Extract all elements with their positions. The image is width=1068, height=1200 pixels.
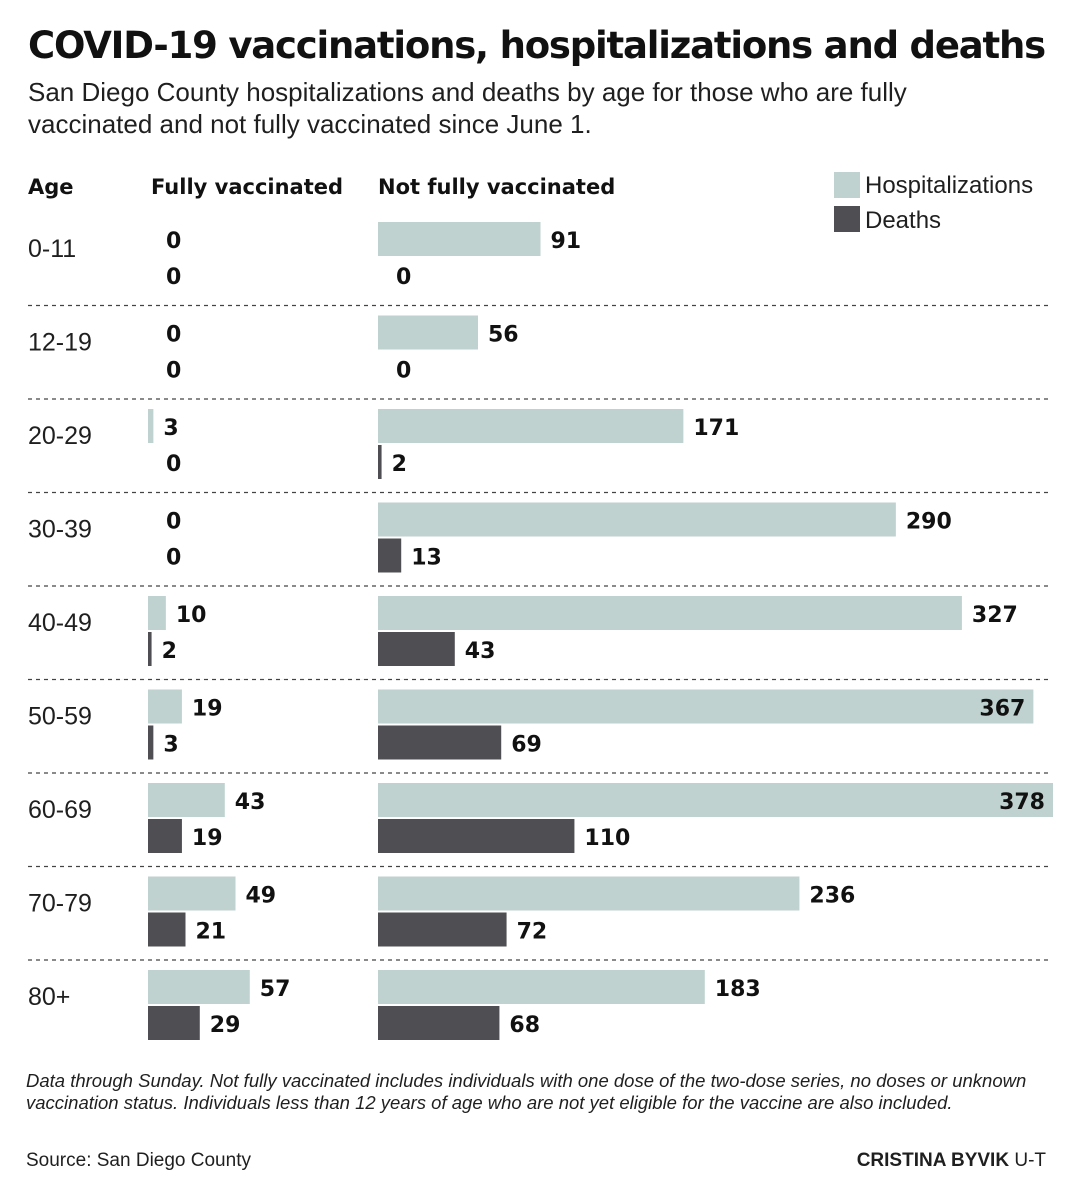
credit-name: CRISTINA BYVIK xyxy=(856,1150,1010,1171)
not-fully-vaccinated-hospitalizations-value: 91 xyxy=(551,229,582,254)
fully-vaccinated-hospitalizations-value: 3 xyxy=(163,416,178,441)
fully-vaccinated-hospitalizations-bar xyxy=(148,876,236,911)
not-fully-vaccinated-deaths-bar xyxy=(378,445,382,479)
fully-vaccinated-deaths-value: 0 xyxy=(166,452,181,477)
fully-vaccinated-hospitalizations-bar xyxy=(148,783,225,817)
fully-vaccinated-hospitalizations-value: 19 xyxy=(192,697,223,722)
not-fully-vaccinated-deaths-bar xyxy=(378,1006,500,1040)
not-fully-vaccinated-hospitalizations-value: 290 xyxy=(906,510,952,535)
not-fully-vaccinated-hospitalizations-value: 183 xyxy=(715,977,761,1002)
fully-vaccinated-deaths-value: 0 xyxy=(166,359,181,384)
not-fully-vaccinated-deaths-value: 0 xyxy=(396,265,411,290)
fully-vaccinated-hospitalizations-value: 49 xyxy=(246,884,277,909)
chart-subtitle: San Diego County hospitalizations and de… xyxy=(28,77,907,139)
fully-vaccinated-hospitalizations-bar xyxy=(148,409,154,443)
not-fully-vaccinated-deaths-value: 0 xyxy=(396,359,411,384)
fully-vaccinated-hospitalizations-bar xyxy=(148,689,182,724)
not-fully-vaccinated-hospitalizations-bar xyxy=(378,409,684,443)
age-row-70-79: 70-79 49 21 236 72 xyxy=(28,876,1050,961)
not-fully-vaccinated-header: Not fully vaccinated xyxy=(378,175,615,199)
age-label: 80+ xyxy=(28,983,70,1011)
fully-vaccinated-deaths-value: 2 xyxy=(162,639,177,664)
fully-vaccinated-hospitalizations-bar xyxy=(148,970,250,1004)
age-row-0-11: 0-11 0 0 91 0 xyxy=(28,222,1050,307)
age-label: 50-59 xyxy=(28,703,92,731)
not-fully-vaccinated-hospitalizations-bar xyxy=(378,876,800,911)
legend-swatch-deaths xyxy=(834,206,860,232)
not-fully-vaccinated-hospitalizations-bar xyxy=(378,689,1034,724)
not-fully-vaccinated-deaths-value: 13 xyxy=(411,546,442,571)
not-fully-vaccinated-hospitalizations-bar xyxy=(378,502,896,537)
fully-vaccinated-hospitalizations-value: 0 xyxy=(166,229,181,254)
not-fully-vaccinated-hospitalizations-value: 378 xyxy=(999,790,1045,815)
fully-vaccinated-deaths-value: 19 xyxy=(192,826,223,851)
credit-org: U-T xyxy=(1014,1150,1046,1171)
age-label: 70-79 xyxy=(28,890,92,918)
not-fully-vaccinated-hospitalizations-bar xyxy=(378,222,541,256)
not-fully-vaccinated-deaths-value: 110 xyxy=(584,826,630,851)
age-label: 60-69 xyxy=(28,796,92,824)
not-fully-vaccinated-hospitalizations-value: 236 xyxy=(809,884,855,909)
not-fully-vaccinated-deaths-value: 69 xyxy=(511,733,542,758)
fully-vaccinated-deaths-bar xyxy=(148,819,182,853)
fully-vaccinated-deaths-bar xyxy=(148,725,154,760)
fully-vaccinated-deaths-bar xyxy=(148,912,186,947)
fully-vaccinated-hospitalizations-value: 10 xyxy=(176,603,207,628)
age-row-12-19: 12-19 0 0 56 0 xyxy=(28,315,1050,400)
age-label: 0-11 xyxy=(28,235,76,263)
fully-vaccinated-hospitalizations-value: 57 xyxy=(260,977,291,1002)
source-note: Source: San Diego County xyxy=(26,1150,251,1171)
age-label: 30-39 xyxy=(28,516,92,544)
not-fully-vaccinated-deaths-value: 68 xyxy=(509,1013,540,1038)
not-fully-vaccinated-deaths-bar xyxy=(378,632,455,666)
legend-swatch-hospitalizations xyxy=(834,172,860,198)
age-label: 20-29 xyxy=(28,422,92,450)
not-fully-vaccinated-hospitalizations-value: 56 xyxy=(488,323,519,348)
age-column-header: Age xyxy=(28,175,74,199)
not-fully-vaccinated-hospitalizations-value: 171 xyxy=(693,416,739,441)
fully-vaccinated-hospitalizations-value: 43 xyxy=(235,790,266,815)
not-fully-vaccinated-deaths-value: 2 xyxy=(392,452,407,477)
bar-chart: Age Fully vaccinated Not fully vaccinate… xyxy=(28,172,1053,1040)
age-row-60-69: 60-69 43 19 378 110 xyxy=(28,783,1053,868)
fully-vaccinated-deaths-value: 21 xyxy=(196,920,227,945)
fully-vaccinated-deaths-value: 3 xyxy=(163,733,178,758)
footnote: Data through Sunday. Not fully vaccinate… xyxy=(26,1070,1027,1113)
not-fully-vaccinated-deaths-value: 43 xyxy=(465,639,496,664)
fully-vaccinated-hospitalizations-bar xyxy=(148,596,166,630)
fully-vaccinated-deaths-bar xyxy=(148,632,152,666)
age-label: 12-19 xyxy=(28,329,92,357)
not-fully-vaccinated-deaths-bar xyxy=(378,819,575,853)
credit: CRISTINA BYVIK U-T xyxy=(857,1150,1046,1172)
not-fully-vaccinated-deaths-value: 72 xyxy=(517,920,548,945)
not-fully-vaccinated-deaths-bar xyxy=(378,725,502,760)
fully-vaccinated-hospitalizations-value: 0 xyxy=(166,510,181,535)
fully-vaccinated-hospitalizations-value: 0 xyxy=(166,323,181,348)
not-fully-vaccinated-hospitalizations-bar xyxy=(378,596,962,630)
age-row-50-59: 50-59 19 3 367 69 xyxy=(28,689,1050,774)
fully-vaccinated-deaths-value: 0 xyxy=(166,265,181,290)
legend: Hospitalizations Deaths xyxy=(834,172,1033,234)
legend-label-deaths: Deaths xyxy=(865,207,941,234)
age-row-20-29: 20-29 3 0 171 2 xyxy=(28,409,1050,494)
age-row-30-39: 30-39 0 0 290 13 xyxy=(28,502,1050,587)
fully-vaccinated-deaths-value: 29 xyxy=(210,1013,241,1038)
age-row-80+: 80+ 57 29 183 68 xyxy=(28,970,761,1040)
chart-title: COVID-19 vaccinations, hospitalizations … xyxy=(28,24,1046,67)
fully-vaccinated-deaths-value: 0 xyxy=(166,546,181,571)
not-fully-vaccinated-hospitalizations-value: 327 xyxy=(972,603,1018,628)
age-row-40-49: 40-49 10 2 327 43 xyxy=(28,596,1050,681)
not-fully-vaccinated-hospitalizations-value: 367 xyxy=(979,697,1025,722)
not-fully-vaccinated-deaths-bar xyxy=(378,538,402,573)
not-fully-vaccinated-deaths-bar xyxy=(378,912,507,947)
not-fully-vaccinated-hospitalizations-bar xyxy=(378,315,478,350)
not-fully-vaccinated-hospitalizations-bar xyxy=(378,970,705,1004)
age-label: 40-49 xyxy=(28,609,92,637)
fully-vaccinated-deaths-bar xyxy=(148,1006,200,1040)
not-fully-vaccinated-hospitalizations-bar xyxy=(378,783,1053,817)
legend-label-hospitalizations: Hospitalizations xyxy=(865,172,1033,199)
fully-vaccinated-header: Fully vaccinated xyxy=(151,175,343,199)
